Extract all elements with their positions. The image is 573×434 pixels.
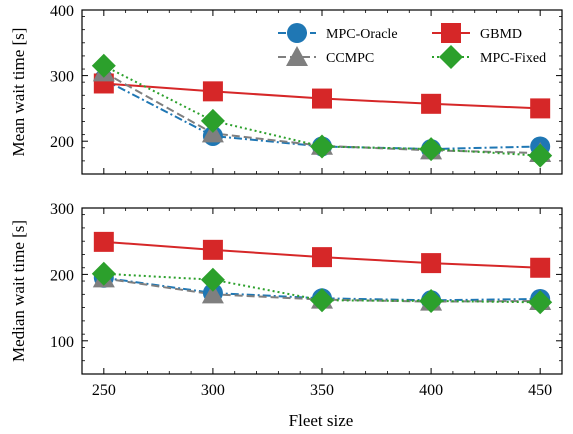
legend-marker <box>287 23 307 43</box>
data-point-mpc-fixed <box>200 267 225 292</box>
legend: MPC-Oracle CCMPC GBMD MPC-Fixed <box>278 23 546 69</box>
data-point-ccmpc <box>201 283 224 304</box>
data-point-gbmd <box>530 98 551 119</box>
data-point-mpc-fixed <box>528 290 553 315</box>
y-tick-label: 300 <box>50 69 74 86</box>
y-axis-label: Median wait time [s] <box>9 220 28 362</box>
legend-label: MPC-Oracle <box>326 27 398 42</box>
y-tick-label: 300 <box>50 201 74 218</box>
x-axis-label: Fleet size <box>289 411 354 430</box>
median-wait-time-panel: 250 300 350 400 450 100 200 300 Median wait time… <box>9 201 563 399</box>
x-tick-label: 400 <box>419 382 443 399</box>
x-tick-label: 450 <box>528 382 552 399</box>
legend-marker <box>286 46 308 66</box>
y-tick-label: 200 <box>50 267 74 284</box>
legend-marker <box>441 23 461 43</box>
data-point-gbmd <box>312 88 332 109</box>
legend-label: GBMD <box>480 27 522 42</box>
x-tick-label: 300 <box>201 382 225 399</box>
data-point-gbmd <box>202 81 223 102</box>
x-tick-label: 350 <box>310 382 334 399</box>
y-tick-label: 100 <box>50 334 74 351</box>
data-point-gbmd <box>202 239 223 260</box>
data-point-mpc-fixed <box>528 143 553 168</box>
mean-wait-time-panel: 200 300 400 Mean wait time [s] MPC-Oracle CCM… <box>9 3 563 175</box>
data-point-gbmd <box>312 247 332 268</box>
data-point-gbmd <box>530 257 551 278</box>
y-tick-label: 400 <box>50 3 74 20</box>
data-point-mpc-fixed <box>310 134 334 159</box>
data-point-mpc-fixed <box>200 108 225 133</box>
data-point-mpc-fixed <box>419 288 444 313</box>
x-tick-label: 250 <box>92 382 116 399</box>
y-tick-label: 200 <box>50 134 74 151</box>
data-point-gbmd <box>421 93 442 114</box>
legend-label: MPC-Fixed <box>480 51 546 66</box>
legend-label: CCMPC <box>326 51 374 66</box>
data-point-gbmd <box>93 231 114 252</box>
data-point-gbmd <box>421 253 442 274</box>
data-point-mpc-fixed <box>91 53 116 78</box>
series-line-mpc-fixed <box>103 64 541 157</box>
data-point-mpc-fixed <box>91 261 116 286</box>
legend-marker <box>439 45 463 69</box>
y-axis-label: Mean wait time [s] <box>9 28 28 157</box>
series-line-mpc-oracle <box>103 78 541 151</box>
data-point-mpc-fixed <box>310 288 334 313</box>
data-point-mpc-fixed <box>419 137 444 162</box>
